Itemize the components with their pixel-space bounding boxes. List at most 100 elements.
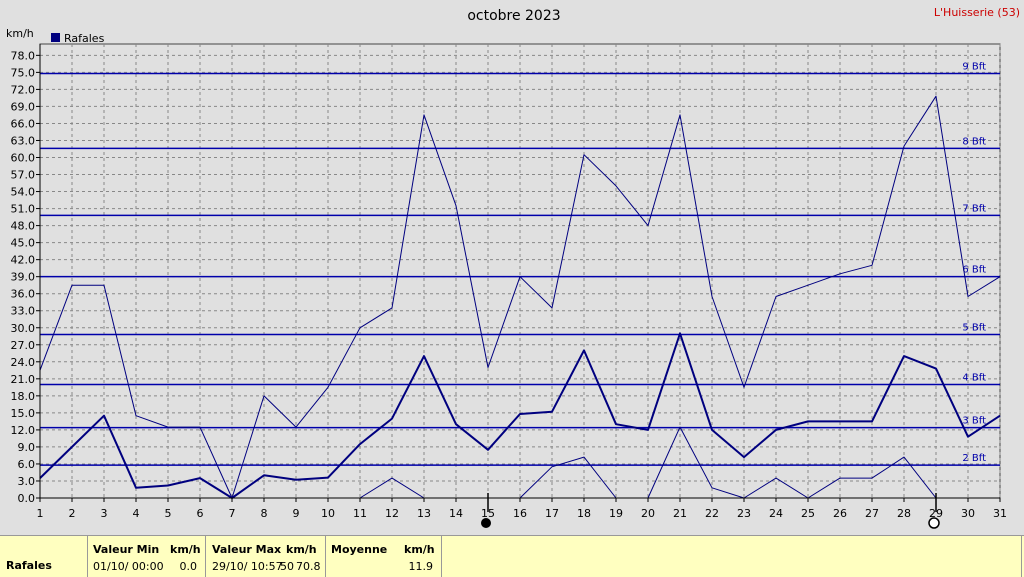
y-tick-label: 45.0 xyxy=(11,237,36,250)
y-tick-label: 36.0 xyxy=(11,288,36,301)
y-tick-label: 15.0 xyxy=(11,407,36,420)
y-tick-label: 42.0 xyxy=(11,254,36,267)
beaufort-label: 8 Bft xyxy=(962,136,986,147)
gust-chart: 2 Bft 3 Bft 4 Bft 5 Bft 6 Bft 7 Bft 8 Bft 9 Bft… xyxy=(6,6,1020,529)
x-tick-label: 17 xyxy=(545,507,559,520)
stats-max-cell: Valeur Max km/h 29/10/ 10:57 50 70.8 xyxy=(206,536,326,577)
series-line-max xyxy=(39,95,1001,499)
x-tick-label: 27 xyxy=(865,507,879,520)
x-tick-label: 11 xyxy=(353,507,367,520)
x-tick-label: 23 xyxy=(737,507,751,520)
y-tick-label: 9.0 xyxy=(18,441,36,454)
stats-min-cell: Valeur Min km/h 01/10/ 00:00 0.0 xyxy=(88,536,206,577)
x-tick-label: 14 xyxy=(449,507,463,520)
y-unit: km/h xyxy=(6,27,34,40)
series-lines xyxy=(39,95,1001,499)
y-tick-label: 48.0 xyxy=(11,220,36,233)
max-date: 29/10/ 10:57 xyxy=(212,560,283,573)
y-tick-label: 57.0 xyxy=(11,169,36,182)
beaufort-label: 6 Bft xyxy=(962,265,986,276)
y-tick-label: 78.0 xyxy=(11,49,36,62)
x-tick-label: 15 xyxy=(481,507,495,520)
x-tick-label: 6 xyxy=(197,507,204,520)
y-tick-label: 30.0 xyxy=(11,322,36,335)
stats-mean-cell: Moyenne km/h 11.9 xyxy=(326,536,442,577)
legend-label: Rafales xyxy=(64,32,105,45)
x-tick-label: 2 xyxy=(69,507,76,520)
series-line-min xyxy=(519,426,937,499)
stats-label-cell: Rafales xyxy=(0,536,88,577)
x-tick-label: 13 xyxy=(417,507,431,520)
beaufort-label: 4 Bft xyxy=(962,373,986,384)
x-tick-label: 29 xyxy=(929,507,943,520)
x-tick-label: 4 xyxy=(133,507,140,520)
stats-row-label: Rafales xyxy=(6,559,52,572)
moon-new-icon xyxy=(481,518,491,528)
y-tick-label: 18.0 xyxy=(11,390,36,403)
x-tick-label: 26 xyxy=(833,507,847,520)
y-tick-label: 27.0 xyxy=(11,339,36,352)
x-tick-label: 21 xyxy=(673,507,687,520)
x-tick-label: 5 xyxy=(165,507,172,520)
y-tick-label: 0.0 xyxy=(18,492,36,505)
y-tick-label: 60.0 xyxy=(11,152,36,165)
y-tick-label: 75.0 xyxy=(11,66,36,79)
y-tick-label: 39.0 xyxy=(11,271,36,284)
max-header: Valeur Max xyxy=(212,543,282,556)
x-tick-label: 25 xyxy=(801,507,815,520)
y-tick-label: 24.0 xyxy=(11,356,36,369)
max-hidden-value: 50 xyxy=(280,560,294,573)
y-tick-label: 63.0 xyxy=(11,134,36,147)
x-tick-label: 7 xyxy=(229,507,236,520)
x-tick-label: 10 xyxy=(321,507,335,520)
y-tick-label: 12.0 xyxy=(11,424,36,437)
x-tick-label: 28 xyxy=(897,507,911,520)
x-tick-label: 3 xyxy=(101,507,108,520)
y-tick-label: 6.0 xyxy=(18,458,36,471)
y-tick-label: 54.0 xyxy=(11,186,36,199)
max-unit: km/h xyxy=(286,543,317,556)
x-tick-label: 18 xyxy=(577,507,591,520)
y-tick-label: 72.0 xyxy=(11,83,36,96)
x-tick-label: 20 xyxy=(641,507,655,520)
stats-empty-cell xyxy=(442,536,1022,577)
x-tick-label: 16 xyxy=(513,507,527,520)
chart-area: 2 Bft 3 Bft 4 Bft 5 Bft 6 Bft 7 Bft 8 Bft 9 Bft… xyxy=(0,0,1024,535)
y-tick-label: 51.0 xyxy=(11,203,36,216)
x-tick-label: 1 xyxy=(37,507,44,520)
x-tick-label: 31 xyxy=(993,507,1007,520)
moon-full-icon xyxy=(928,517,940,529)
x-tick-label: 8 xyxy=(261,507,268,520)
min-unit: km/h xyxy=(170,543,201,556)
series-line-mean xyxy=(39,332,1001,499)
beaufort-label: 2 Bft xyxy=(962,453,986,464)
mean-unit: km/h xyxy=(404,543,435,556)
min-value: 0.0 xyxy=(179,560,198,573)
x-tick-label: 12 xyxy=(385,507,399,520)
x-tick-label: 19 xyxy=(609,507,623,520)
min-date: 01/10/ 00:00 xyxy=(93,560,164,573)
x-tick-label: 9 xyxy=(293,507,300,520)
x-tick-label: 22 xyxy=(705,507,719,520)
min-header: Valeur Min xyxy=(93,543,160,556)
y-tick-label: 3.0 xyxy=(18,475,36,488)
axes: 0.0 3.0 6.0 9.0 12.0 15.0 18.0 21.0 24.0 27.0 30.0… xyxy=(11,44,1007,529)
stats-panel: Rafales Valeur Min km/h 01/10/ 00:00 0.0… xyxy=(0,535,1024,577)
y-tick-label: 21.0 xyxy=(11,373,36,386)
beaufort-label: 9 Bft xyxy=(962,62,986,73)
beaufort-label: 3 Bft xyxy=(962,416,986,427)
legend-swatch xyxy=(51,33,60,42)
series-line-min xyxy=(359,477,425,499)
station-name: L'Huisserie (53) xyxy=(934,6,1020,19)
mean-header: Moyenne xyxy=(331,543,388,556)
x-tick-label: 24 xyxy=(769,507,783,520)
beaufort-lines: 2 Bft 3 Bft 4 Bft 5 Bft 6 Bft 7 Bft 8 Bft 9 Bft xyxy=(40,62,1000,466)
chart-title: octobre 2023 xyxy=(467,8,560,24)
beaufort-label: 7 Bft xyxy=(962,203,986,214)
x-tick-label: 30 xyxy=(961,507,975,520)
mean-value: 11.9 xyxy=(408,560,434,573)
beaufort-label: 5 Bft xyxy=(962,323,986,334)
y-tick-label: 33.0 xyxy=(11,305,36,318)
max-value: 70.8 xyxy=(296,560,321,573)
y-tick-label: 69.0 xyxy=(11,100,36,113)
